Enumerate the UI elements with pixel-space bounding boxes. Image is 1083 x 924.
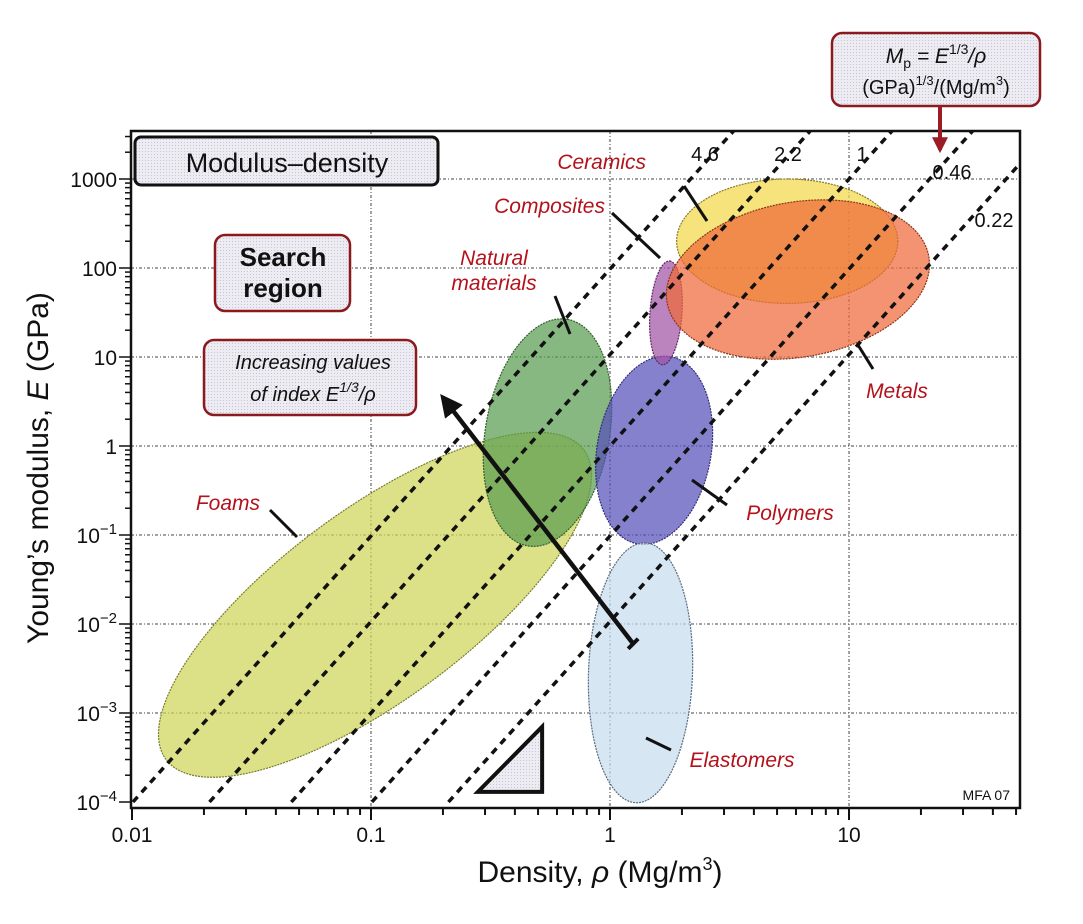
search-region-line1: Search bbox=[240, 242, 327, 272]
guide-label-4.6: 4.6 bbox=[691, 144, 719, 166]
leader-natural-materials bbox=[553, 295, 572, 335]
search-region-box: Search region bbox=[213, 233, 352, 313]
y-tick-label: 1 bbox=[105, 436, 117, 459]
credit-label: MFA 07 bbox=[963, 787, 1011, 803]
family-label-ceramics: Ceramics bbox=[557, 151, 646, 174]
y-tick-label: 100 bbox=[82, 258, 117, 281]
guide-label-0.46: 0.46 bbox=[933, 162, 972, 184]
y-tick-label: 10−2 bbox=[77, 610, 117, 637]
y-tick-label: 1000 bbox=[70, 169, 117, 192]
family-label-metals: Metals bbox=[866, 380, 928, 403]
annotations bbox=[440, 394, 640, 794]
bubble-metals bbox=[665, 199, 931, 360]
family-label-composites: Composites bbox=[494, 195, 605, 218]
arrow-tail-cap bbox=[626, 637, 640, 651]
leader-metals bbox=[856, 344, 875, 370]
increasing-index-arrow bbox=[440, 394, 635, 646]
leader-foams bbox=[268, 508, 299, 539]
index-formula-line1: Mp = E1/3/ρ bbox=[886, 41, 987, 71]
x-tick-label: 0.01 bbox=[112, 824, 153, 847]
axis-ticks bbox=[119, 135, 1018, 820]
family-label-polymers: Polymers bbox=[746, 502, 834, 525]
leader-elastomers bbox=[645, 736, 672, 752]
slope-triangle bbox=[473, 721, 545, 794]
chart-title-box: Modulus–density bbox=[133, 135, 440, 187]
x-tick-label: 10 bbox=[837, 824, 860, 847]
index-formula-box: Mp = E1/3/ρ (GPa)1/3/(Mg/m3) bbox=[830, 31, 1042, 154]
family-label-foams: Foams bbox=[196, 492, 261, 515]
x-axis-title: Density, ρ (Mg/m3) bbox=[477, 854, 722, 889]
bubble-elastomers bbox=[587, 542, 694, 804]
plot-frame bbox=[129, 129, 1022, 810]
family-label-elastomers: Elastomers bbox=[689, 749, 795, 772]
x-tick-label: 0.1 bbox=[356, 824, 385, 847]
guide-label-2.2: 2.2 bbox=[774, 144, 802, 166]
y-tick-label: 10 bbox=[94, 347, 117, 370]
y-tick-label: 10−3 bbox=[77, 699, 117, 726]
guide-label-0.22: 0.22 bbox=[975, 210, 1014, 232]
guide-label-1: 1 bbox=[856, 144, 867, 166]
chart-title: Modulus–density bbox=[186, 148, 389, 178]
axis-tick-labels: 0.01 0.1 1 10 1000 100 10 1 10−1 10−2 10−3 10−4 bbox=[70, 169, 860, 847]
leader-polymers bbox=[691, 478, 728, 507]
y-tick-label: 10−4 bbox=[77, 788, 117, 815]
x-tick-label: 1 bbox=[604, 824, 616, 847]
index-formula-line2: (GPa)1/3/(Mg/m3) bbox=[862, 73, 1010, 99]
family-label-natural-materials: Natural bbox=[460, 247, 529, 270]
guide-value-labels: 4.6 2.2 1 0.46 0.22 bbox=[691, 144, 1013, 232]
leader-ceramics bbox=[682, 185, 709, 222]
leader-composites bbox=[610, 211, 662, 260]
y-tick-label: 10−1 bbox=[77, 521, 117, 548]
family-label-natural-materials-2: materials bbox=[451, 272, 537, 295]
increasing-line1: Increasing values bbox=[235, 352, 391, 374]
increasing-index-box: Increasing values of index E1/3/ρ bbox=[202, 338, 418, 417]
search-region-line2: region bbox=[243, 273, 322, 303]
increasing-line2: of index E1/3/ρ bbox=[250, 379, 375, 406]
y-axis-title: Young’s modulus, E (GPa) bbox=[22, 292, 55, 644]
label-leaders bbox=[268, 185, 875, 752]
